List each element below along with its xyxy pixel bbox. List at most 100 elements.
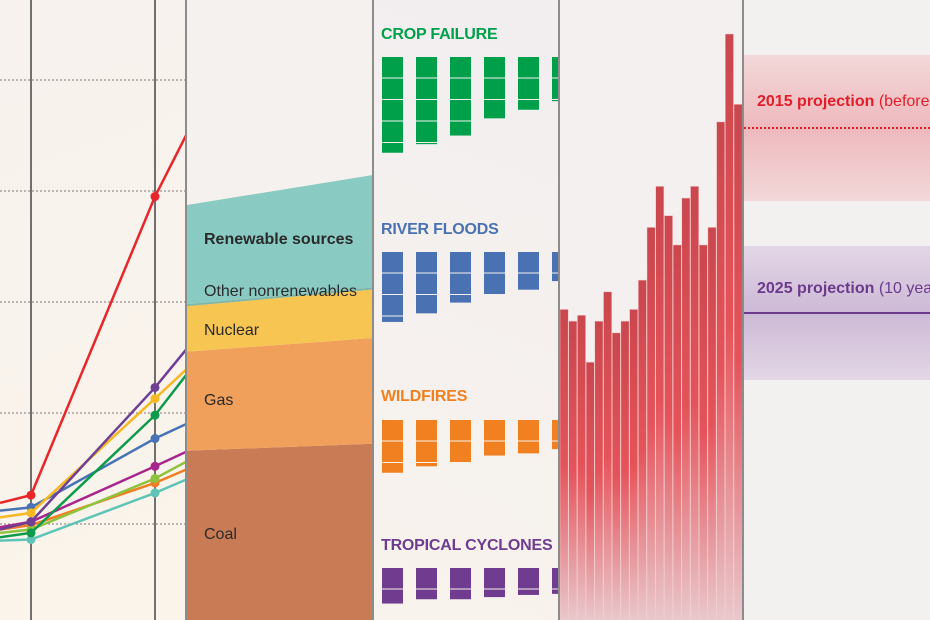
hazard-block — [382, 295, 403, 316]
hazard-block — [416, 100, 437, 121]
hazard-block — [552, 420, 559, 441]
panel-divider — [372, 0, 374, 620]
hazard-blocks-panel: CROP FAILURE RIVER FLOODS WILDFIRES TROP… — [374, 0, 559, 620]
bar — [672, 244, 682, 620]
hazard-block — [518, 78, 539, 99]
hazard-block — [518, 441, 539, 454]
hazard-block — [450, 589, 471, 600]
hazard-block — [416, 78, 437, 99]
area-label-coal: Coal — [204, 526, 237, 543]
bar — [690, 186, 699, 620]
hazard-block — [552, 273, 559, 282]
data-point — [150, 410, 160, 420]
projection-panel: 2015 projection (before 2025 projection … — [744, 0, 930, 620]
hazard-title-cyclones: TROPICAL CYCLONES — [381, 537, 553, 554]
bar — [655, 186, 665, 620]
projection-line-2015 — [744, 127, 930, 129]
hazard-block — [518, 57, 539, 78]
area-coal — [187, 443, 373, 620]
data-point — [150, 488, 160, 498]
hazard-block — [382, 57, 403, 78]
hazard-block — [382, 78, 403, 99]
bar — [603, 291, 612, 620]
projection-label-2015: 2015 projection (before — [757, 93, 930, 111]
hazard-block — [382, 441, 403, 462]
hazard-block — [416, 589, 437, 600]
area-other-nonrenewables — [187, 287, 373, 307]
panel-divider — [742, 0, 744, 620]
hazard-block — [484, 589, 505, 598]
data-point — [150, 382, 160, 392]
hazard-block — [416, 143, 437, 145]
panel-divider — [558, 0, 560, 620]
hazard-block — [382, 568, 403, 589]
hazard-block — [416, 121, 437, 142]
hazard-block — [416, 441, 437, 462]
hazard-block — [484, 273, 505, 294]
data-point — [150, 473, 160, 483]
hazard-block — [552, 441, 559, 450]
data-point — [150, 192, 160, 202]
data-point — [26, 508, 36, 518]
bar-chart-panel — [560, 0, 743, 620]
bar — [620, 320, 630, 620]
bar — [568, 320, 578, 620]
hazard-block — [450, 295, 471, 303]
hazard-block — [484, 252, 505, 273]
hazard-block — [416, 295, 437, 314]
area-label-gas: Gas — [204, 392, 234, 409]
hazard-block — [382, 121, 403, 142]
hazard-block — [484, 568, 505, 589]
bar — [594, 320, 604, 620]
bar-chart — [560, 33, 743, 620]
bar — [646, 227, 656, 620]
hazard-block — [382, 100, 403, 121]
area-nuclear — [187, 289, 373, 352]
hazard-block — [416, 252, 437, 273]
hazard-block — [484, 420, 505, 441]
data-point — [150, 434, 160, 444]
hazard-block — [450, 121, 471, 136]
hazard-block — [484, 441, 505, 456]
bar — [681, 197, 691, 620]
hazard-block — [484, 78, 505, 99]
hazard-block — [382, 316, 403, 322]
projection-label-2025: 2025 projection (10 yea — [757, 280, 930, 298]
hazard-block — [382, 589, 403, 604]
bar — [698, 244, 708, 620]
hazard-block — [518, 100, 539, 110]
hazard-block — [416, 273, 437, 294]
hazard-block — [450, 568, 471, 589]
hazard-title-floods: RIVER FLOODS — [381, 221, 499, 238]
projection-note: (10 yea — [878, 280, 930, 297]
bar — [629, 309, 639, 620]
bar — [585, 361, 595, 620]
bar — [716, 121, 726, 620]
area-label-renewable: Renewable sources — [204, 231, 354, 248]
hazard-block — [416, 420, 437, 441]
hazard-block — [450, 273, 471, 294]
hazard-block — [416, 57, 437, 78]
data-point — [150, 394, 160, 404]
hazard-block — [484, 100, 505, 119]
hazard-block — [552, 568, 559, 589]
data-point — [26, 517, 36, 527]
data-point — [26, 490, 36, 500]
bar — [638, 279, 647, 620]
panel-divider — [185, 0, 187, 620]
series-line — [0, 374, 186, 539]
series-line — [0, 348, 186, 531]
bar — [707, 227, 717, 620]
bar — [733, 104, 743, 620]
area-renewable-sources — [187, 175, 373, 305]
data-point — [26, 528, 36, 538]
projection-title: 2025 projection — [757, 280, 875, 297]
hazard-block — [450, 441, 471, 462]
hazard-block — [450, 78, 471, 99]
stacked-area-chart — [187, 175, 373, 620]
data-point — [150, 461, 160, 471]
hazard-block — [450, 57, 471, 78]
hazard-block — [518, 273, 539, 290]
hazard-block — [552, 100, 559, 102]
series-line — [0, 134, 186, 505]
